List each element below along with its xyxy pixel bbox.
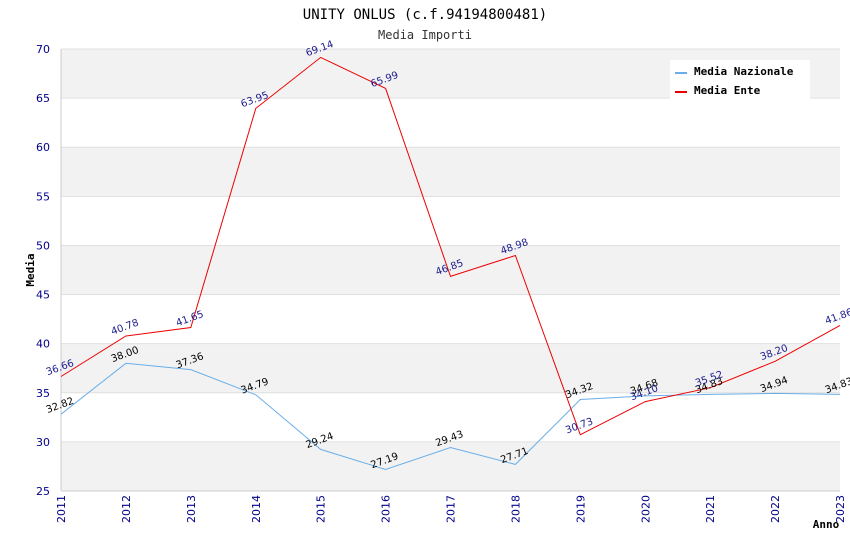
x-tick-labels: 2011 2012 2013 2014 2015 2016 2017 2018 2019 2020… [55,495,847,523]
x-tick-label: 2012 [120,495,133,523]
y-tick-label: 35 [36,387,50,400]
x-tick-label: 2013 [185,495,198,523]
y-axis-label: Media [24,253,37,286]
y-tick-label: 50 [36,239,50,252]
x-tick-label: 2016 [380,495,393,523]
grid-band [61,441,840,491]
y-tick-label: 30 [36,436,50,449]
grid-band [61,147,840,197]
x-tick-label: 2022 [769,495,782,523]
series-line-media-ente [60,56,841,436]
y-tick-label: 60 [36,141,50,154]
y-tick-label: 55 [36,190,50,203]
x-tick-label: 2017 [445,495,458,523]
y-tick-label: 65 [36,92,50,105]
legend-label-nazionale: Media Nazionale [694,65,794,78]
grid-band [61,343,840,393]
x-tick-label: 2014 [250,495,263,523]
y-tick-label: 70 [36,43,50,56]
grid-band [61,245,840,295]
y-tick-labels: 25 30 35 40 45 50 55 60 65 70 [36,43,50,498]
legend-label-ente: Media Ente [694,84,761,97]
x-tick-label: 2020 [639,495,652,523]
data-label-ente: 41.86 [824,307,850,327]
x-tick-label: 2023 [834,495,847,523]
data-label-ente: 41.65 [175,309,206,329]
x-tick-label: 2018 [509,495,522,523]
y-tick-label: 40 [36,338,50,351]
x-tick-label: 2019 [574,495,587,523]
grid-lines [61,48,840,492]
x-tick-label: 2015 [315,495,328,523]
y-tick-label: 45 [36,289,50,302]
chart-subtitle: Media Importi [378,28,472,42]
grid-bands [61,49,840,491]
chart-title: UNITY ONLUS (c.f.94194800481) [303,7,547,23]
x-tick-label: 2011 [55,495,68,523]
x-tick-label: 2021 [704,495,717,523]
series-lines [60,56,841,471]
legend-background [670,60,810,102]
series-line-media-nazionale [60,362,841,471]
y-tick-label: 25 [36,485,50,498]
legend: Media Nazionale Media Ente [670,60,810,102]
x-axis-label: Anno [813,518,840,531]
